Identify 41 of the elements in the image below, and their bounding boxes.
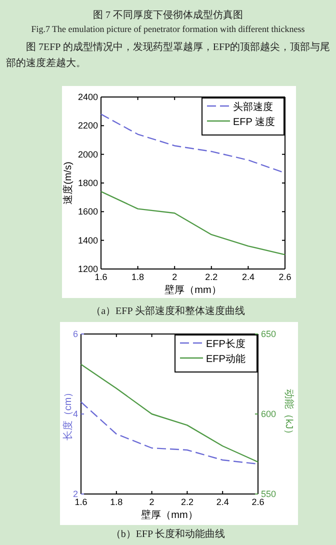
text: （a）EFP 头部速度和整体速度曲线: [90, 304, 246, 318]
legend-label: EFP动能: [206, 353, 246, 365]
y2-axis-title: 动能（kJ）: [283, 389, 295, 439]
text: （b）EFP 长度和动能曲线: [110, 528, 226, 541]
caption: 图 7EFP 的成型情况中，发现药型罩越厚，EFP的顶部越尖，顶部与尾部的速度差越大。: [6, 40, 332, 71]
line-series: [80, 364, 259, 463]
x-axis-title: 壁厚（mm）: [141, 509, 198, 521]
caption: Fig.7 The emulation picture of penetrator formation with different thickness: [30, 24, 306, 34]
x-axis-title: 壁厚（mm）: [164, 284, 222, 296]
legend-label: EFP长度: [206, 338, 246, 350]
x-tick-label: 1.6: [74, 497, 88, 507]
legend-label: EFP 速度: [233, 116, 276, 128]
y-tick-label: 1600: [78, 206, 98, 217]
y-tick-label: 1800: [78, 178, 98, 188]
y-tick-label: 4: [72, 409, 78, 419]
y-tick-label: 1400: [78, 235, 98, 246]
x-tick-label: 2.2: [180, 497, 194, 507]
x-tick-label: 2: [149, 497, 154, 507]
x-tick-label: 2.6: [252, 497, 264, 507]
y-tick-label: 2200: [78, 120, 98, 131]
legend-label: 头部速度: [233, 101, 273, 113]
x-tick-label: 1.6: [94, 272, 108, 282]
y-tick-label: 2000: [78, 149, 98, 160]
y-axis-title: 速度(m/s): [62, 162, 74, 204]
x-tick-label: 2.6: [278, 272, 292, 282]
line-series: [100, 191, 286, 256]
y2-tick-label: 600: [261, 409, 276, 419]
x-tick-label: 1.8: [110, 497, 123, 507]
x-tick-label: 1.8: [132, 272, 144, 282]
x-tick-label: 2.4: [242, 272, 254, 282]
y-tick-label: 2400: [78, 92, 98, 102]
y-axis-title: 长度（cm）: [62, 387, 74, 441]
caption: 图 7 不同厚度下侵彻体成型仿真图: [92, 8, 244, 22]
x-tick-label: 2: [172, 272, 178, 282]
y-tick-label: 1200: [78, 264, 98, 274]
x-tick-label: 2.4: [216, 497, 229, 507]
y2-tick-label: 650: [261, 329, 276, 339]
y-tick-label: 2: [72, 489, 78, 499]
x-tick-label: 2.2: [205, 272, 218, 282]
y2-tick-label: 550: [261, 489, 276, 499]
y-tick-label: 6: [72, 329, 78, 339]
